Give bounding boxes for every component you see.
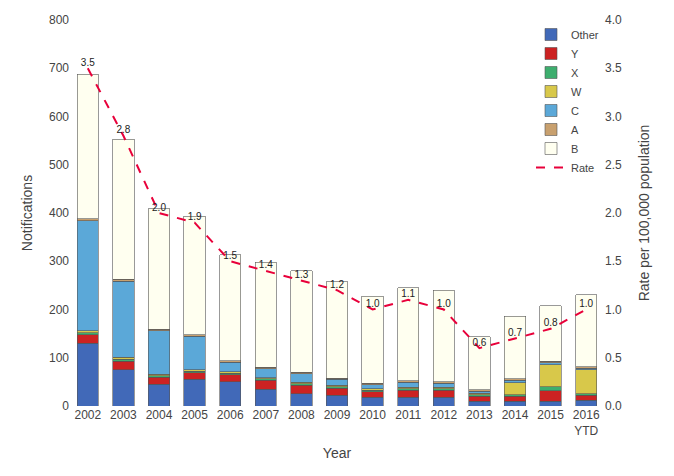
- svg-text:1.0: 1.0: [366, 298, 380, 309]
- svg-text:2.5: 2.5: [605, 158, 622, 172]
- svg-text:Year: Year: [323, 445, 352, 461]
- svg-text:Y: Y: [571, 48, 579, 60]
- svg-text:600: 600: [49, 110, 69, 124]
- svg-text:1.5: 1.5: [223, 250, 237, 261]
- svg-text:100: 100: [49, 351, 69, 365]
- svg-text:2.0: 2.0: [605, 206, 622, 220]
- svg-text:1.2: 1.2: [330, 279, 344, 290]
- svg-text:2009: 2009: [324, 408, 351, 422]
- svg-text:Rate per 100,000 population: Rate per 100,000 population: [636, 125, 652, 302]
- svg-text:200: 200: [49, 303, 69, 317]
- svg-text:2011: 2011: [395, 408, 421, 422]
- svg-text:0.8: 0.8: [544, 317, 558, 328]
- svg-text:Notifications: Notifications: [19, 175, 35, 251]
- svg-text:2004: 2004: [146, 408, 173, 422]
- svg-text:1.0: 1.0: [579, 298, 593, 309]
- svg-text:0.7: 0.7: [508, 327, 522, 338]
- svg-text:X: X: [571, 67, 579, 79]
- svg-text:2010: 2010: [359, 408, 386, 422]
- svg-text:A: A: [571, 124, 579, 136]
- svg-text:0.0: 0.0: [605, 399, 622, 413]
- svg-text:2012: 2012: [430, 408, 457, 422]
- svg-text:2014: 2014: [502, 408, 529, 422]
- svg-text:700: 700: [49, 61, 69, 75]
- svg-text:2.0: 2.0: [152, 202, 166, 213]
- svg-text:1.3: 1.3: [294, 269, 308, 280]
- svg-text:2003: 2003: [110, 408, 137, 422]
- svg-text:Other: Other: [571, 29, 599, 41]
- svg-text:4.0: 4.0: [605, 13, 622, 27]
- svg-text:1.5: 1.5: [605, 254, 622, 268]
- svg-text:0.6: 0.6: [472, 337, 486, 348]
- svg-text:2006: 2006: [217, 408, 244, 422]
- svg-text:2002: 2002: [74, 408, 101, 422]
- svg-text:3.0: 3.0: [605, 110, 622, 124]
- svg-text:W: W: [571, 86, 582, 98]
- svg-text:2.8: 2.8: [116, 124, 130, 135]
- svg-text:800: 800: [49, 13, 69, 27]
- svg-text:2013: 2013: [466, 408, 493, 422]
- svg-text:2015: 2015: [537, 408, 564, 422]
- svg-text:0.5: 0.5: [605, 351, 622, 365]
- svg-text:1.0: 1.0: [605, 303, 622, 317]
- svg-text:2008: 2008: [288, 408, 315, 422]
- svg-text:300: 300: [49, 254, 69, 268]
- svg-text:2005: 2005: [181, 408, 208, 422]
- svg-text:2016YTD: 2016YTD: [573, 408, 600, 438]
- svg-text:2007: 2007: [252, 408, 279, 422]
- svg-text:1.4: 1.4: [259, 259, 273, 270]
- svg-text:400: 400: [49, 206, 69, 220]
- svg-text:0: 0: [62, 399, 69, 413]
- svg-text:1.0: 1.0: [437, 298, 451, 309]
- svg-text:B: B: [571, 143, 578, 155]
- svg-text:500: 500: [49, 158, 69, 172]
- svg-text:C: C: [571, 105, 579, 117]
- svg-text:Rate: Rate: [571, 162, 594, 174]
- svg-text:1.9: 1.9: [188, 211, 202, 222]
- svg-text:3.5: 3.5: [605, 61, 622, 75]
- svg-text:3.5: 3.5: [81, 57, 95, 68]
- svg-text:1.1: 1.1: [401, 288, 415, 299]
